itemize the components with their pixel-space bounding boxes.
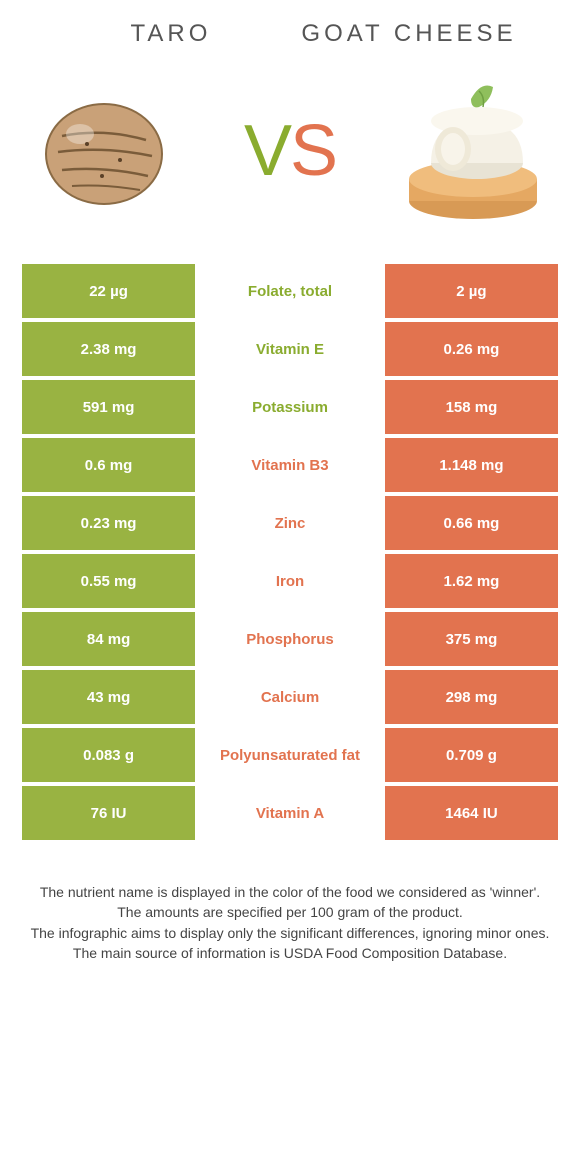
nutrient-value-right: 1464 IU [385,786,558,840]
nutrient-value-right: 1.148 mg [385,438,558,492]
nutrient-label: Polyunsaturated fat [199,728,381,782]
vs-label: VS [244,110,336,192]
table-row: 76 IUVitamin A1464 IU [22,786,558,840]
food-right-title: Goat Cheese [290,20,528,48]
footnotes: The nutrient name is displayed in the co… [22,882,558,963]
footnote-line: The amounts are specified per 100 gram o… [28,902,552,922]
table-row: 43 mgCalcium298 mg [22,670,558,724]
nutrient-label: Folate, total [199,264,381,318]
nutrient-label: Calcium [199,670,381,724]
table-row: 22 µgFolate, total2 µg [22,264,558,318]
footnote-line: The infographic aims to display only the… [28,923,552,943]
goat-cheese-image [388,66,558,236]
images-row: VS [22,66,558,236]
nutrient-value-right: 1.62 mg [385,554,558,608]
nutrient-value-left: 76 IU [22,786,195,840]
table-row: 0.23 mgZinc0.66 mg [22,496,558,550]
food-left-title: Taro [52,20,290,48]
nutrient-value-right: 0.66 mg [385,496,558,550]
nutrient-label: Vitamin B3 [199,438,381,492]
nutrient-value-right: 2 µg [385,264,558,318]
vs-s: S [290,111,336,191]
table-row: 0.083 gPolyunsaturated fat0.709 g [22,728,558,782]
nutrient-value-right: 0.26 mg [385,322,558,376]
nutrient-value-right: 375 mg [385,612,558,666]
nutrient-value-left: 84 mg [22,612,195,666]
footnote-line: The nutrient name is displayed in the co… [28,882,552,902]
nutrient-label: Vitamin A [199,786,381,840]
header: Taro Goat Cheese [22,20,558,48]
taro-image [22,66,192,236]
nutrient-value-left: 0.55 mg [22,554,195,608]
nutrient-table: 22 µgFolate, total2 µg2.38 mgVitamin E0.… [22,264,558,840]
nutrient-value-left: 591 mg [22,380,195,434]
nutrient-value-left: 2.38 mg [22,322,195,376]
nutrient-label: Potassium [199,380,381,434]
nutrient-value-left: 0.6 mg [22,438,195,492]
nutrient-label: Iron [199,554,381,608]
nutrient-value-left: 22 µg [22,264,195,318]
infographic-container: Taro Goat Cheese VS [0,0,580,983]
nutrient-label: Phosphorus [199,612,381,666]
nutrient-label: Zinc [199,496,381,550]
table-row: 84 mgPhosphorus375 mg [22,612,558,666]
vs-v: V [244,111,290,191]
nutrient-value-left: 43 mg [22,670,195,724]
table-row: 0.55 mgIron1.62 mg [22,554,558,608]
footnote-line: The main source of information is USDA F… [28,943,552,963]
nutrient-value-left: 0.23 mg [22,496,195,550]
table-row: 591 mgPotassium158 mg [22,380,558,434]
table-row: 0.6 mgVitamin B31.148 mg [22,438,558,492]
nutrient-value-right: 158 mg [385,380,558,434]
nutrient-value-right: 0.709 g [385,728,558,782]
nutrient-label: Vitamin E [199,322,381,376]
nutrient-value-left: 0.083 g [22,728,195,782]
nutrient-value-right: 298 mg [385,670,558,724]
table-row: 2.38 mgVitamin E0.26 mg [22,322,558,376]
